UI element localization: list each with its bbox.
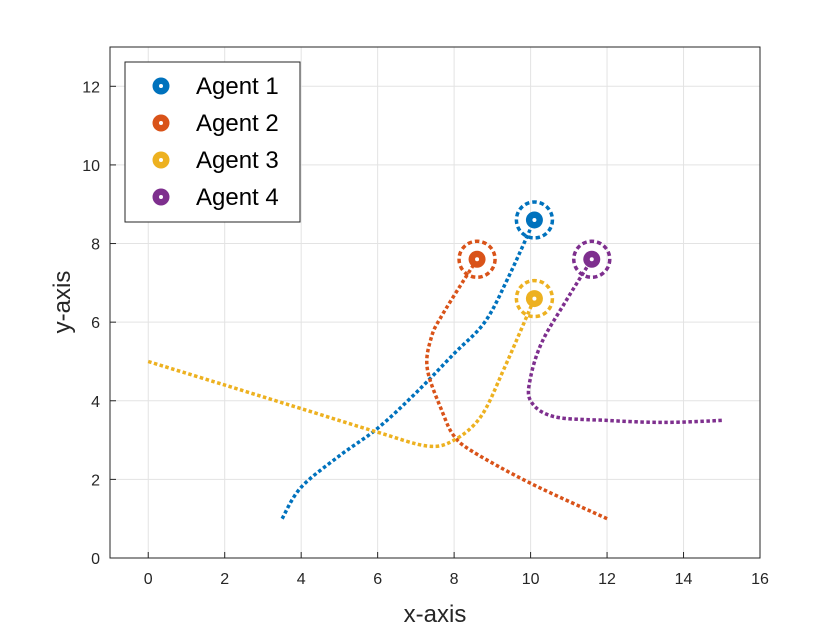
- x-tick-label: 4: [297, 571, 306, 588]
- tick-labels: 0 2 4 6 8 10 12 14 16 0 2 4 6 8 10 12: [82, 79, 769, 588]
- legend-label: Agent 3: [196, 147, 279, 174]
- agent-4-radius-ring: [572, 239, 612, 280]
- x-tick-label: 6: [373, 571, 382, 588]
- legend: Agent 1 Agent 2 Agent 3 Agent 4: [124, 61, 301, 223]
- legend-label: Agent 4: [196, 184, 279, 211]
- legend-item: Agent 3: [152, 147, 279, 174]
- x-tick-label: 8: [450, 571, 459, 588]
- legend-label: Agent 1: [196, 73, 279, 100]
- agent-2-radius-ring: [457, 239, 497, 280]
- agent-1-marker-center: [532, 217, 537, 222]
- legend-marker-center: [159, 195, 163, 199]
- agent-3-series: [147, 278, 555, 449]
- agent-3-marker-center: [532, 296, 537, 301]
- plot-frame: [109, 46, 761, 559]
- agent-1-radius-ring: [514, 200, 555, 240]
- x-tick-label: 2: [220, 571, 229, 588]
- x-tick-label: 12: [598, 571, 616, 588]
- y-tick-label: 2: [91, 472, 100, 489]
- x-tick-label: 16: [751, 571, 769, 588]
- legend-marker-center: [159, 158, 163, 162]
- legend-marker-center: [159, 84, 163, 88]
- legend-item: Agent 2: [152, 110, 279, 137]
- y-tick-label: 6: [91, 315, 100, 332]
- agent-4-series: [526, 239, 722, 425]
- y-tick-label: 4: [91, 394, 100, 411]
- agent-2-series: [425, 239, 608, 521]
- agent-4-trajectory: [526, 258, 722, 425]
- y-tick-label: 12: [82, 79, 100, 96]
- x-tick-label: 14: [675, 571, 693, 588]
- agent-4-marker-center: [589, 257, 594, 262]
- agent-2-marker-center: [475, 257, 480, 262]
- y-axis-label: y-axis: [49, 271, 76, 334]
- y-tick-label: 0: [91, 551, 100, 568]
- legend-item: Agent 1: [152, 73, 279, 100]
- agent-1-series: [280, 200, 555, 520]
- agent-2-trajectory: [425, 258, 608, 521]
- legend-label: Agent 2: [196, 110, 279, 137]
- x-tick-label: 10: [522, 571, 540, 588]
- legend-marker-center: [159, 121, 163, 125]
- y-tick-label: 10: [82, 158, 100, 175]
- legend-item: Agent 4: [152, 184, 279, 211]
- x-tick-label: 0: [144, 571, 153, 588]
- y-tick-label: 8: [91, 237, 100, 254]
- x-axis-label: x-axis: [404, 601, 467, 628]
- series-layer: [147, 200, 722, 521]
- agent-3-trajectory: [147, 297, 537, 449]
- agent-3-radius-ring: [514, 278, 555, 319]
